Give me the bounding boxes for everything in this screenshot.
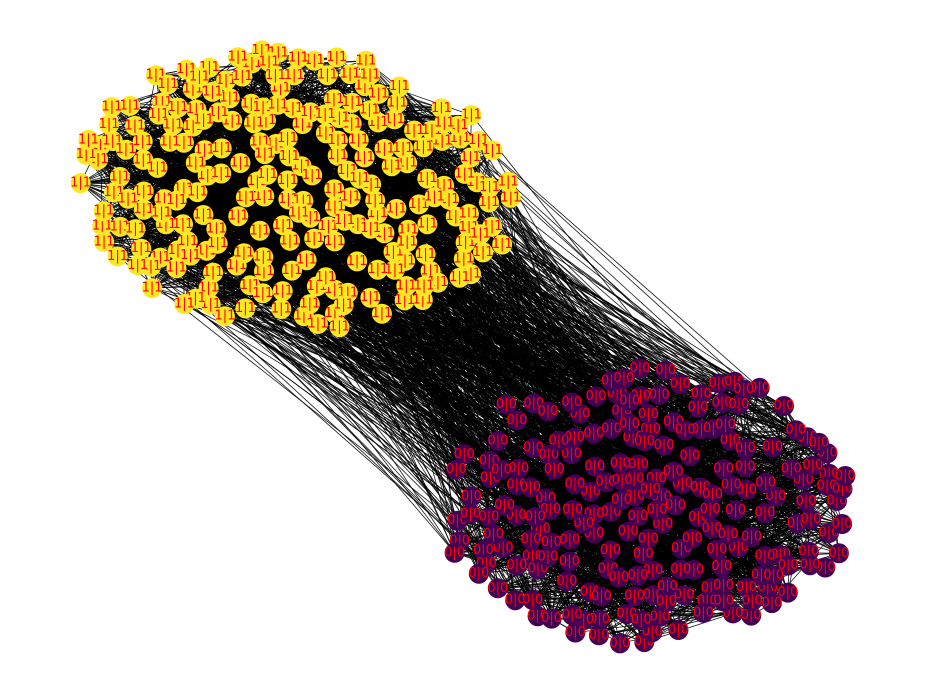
node-label: 1|1 <box>317 68 338 83</box>
node-label: 1|1 <box>347 254 368 269</box>
node-label: 1|1 <box>193 208 214 223</box>
graph-node: 1|1 <box>102 97 123 118</box>
node-label: 1|1 <box>120 98 141 113</box>
node-label: 1|1 <box>125 118 146 133</box>
node-label: 1|1 <box>142 281 163 296</box>
node-label: 1|1 <box>271 302 292 317</box>
node-label: 1|1 <box>102 100 123 115</box>
graph-node: 1|1 <box>449 267 470 288</box>
graph-node: 1|1 <box>271 299 292 319</box>
node-label: 1|1 <box>277 173 298 188</box>
node-label: 1|1 <box>280 233 301 248</box>
node-label: 1|1 <box>371 306 392 321</box>
node-label: 1|1 <box>70 176 91 191</box>
graph-node: 1|1 <box>93 201 114 222</box>
node-label: 1|1 <box>93 204 114 219</box>
graph-node: 1|1 <box>70 173 91 194</box>
node-label: 1|1 <box>272 284 293 299</box>
node-label: 1|1 <box>449 270 470 285</box>
node-label: 1|1 <box>94 234 115 249</box>
graph-node: 1|1 <box>235 298 256 319</box>
node-label: 1|1 <box>296 253 317 268</box>
node-label: 1|1 <box>230 156 251 171</box>
graph-node: 1|1 <box>230 153 251 173</box>
graph-node: 1|1 <box>142 278 163 299</box>
graph-node: 1|1 <box>296 250 317 271</box>
graph-node: 1|1 <box>120 95 141 116</box>
graph-node: 1|1 <box>272 281 293 302</box>
graph-node: 1|1 <box>347 251 368 272</box>
node-label: 1|1 <box>235 301 256 316</box>
